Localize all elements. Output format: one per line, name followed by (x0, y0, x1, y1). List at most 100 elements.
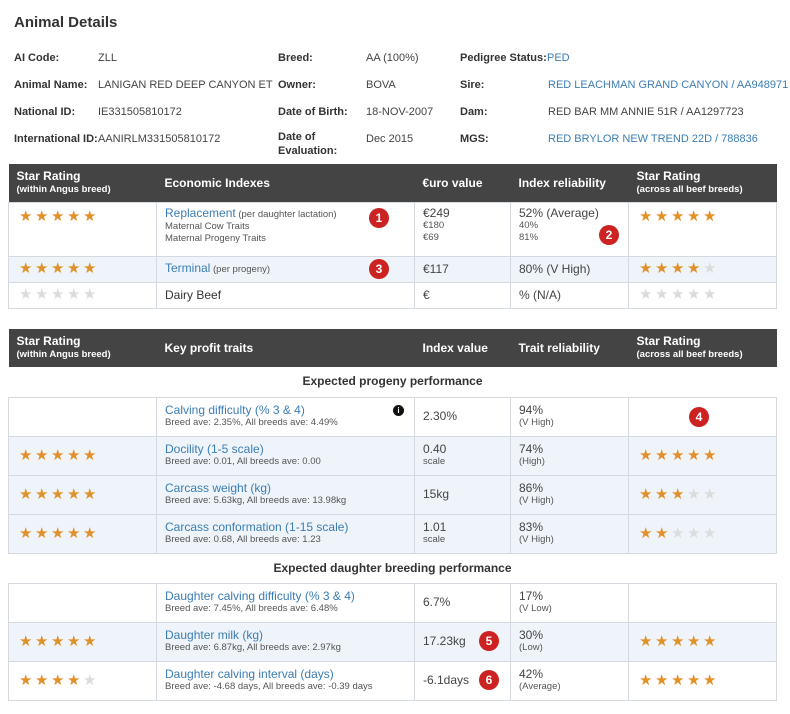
star-icon: ★ (83, 286, 97, 303)
star-icon: ★ (51, 632, 65, 650)
star-icon: ★ (655, 632, 669, 650)
traits-header-traits: Key profit traits (156, 329, 415, 367)
carcass-conformation-link[interactable]: Carcass conformation (1-15 scale) (165, 520, 349, 534)
section-heading: Expected progeny performance (8, 367, 777, 397)
econ-row-dairy-beef: ★ ★ ★ ★ ★ Dairy Beef € % (N/A) ★ ★ ★ ★ ★ (8, 281, 777, 309)
star-icon: ★ (671, 207, 685, 225)
star-icon: ★ (19, 260, 33, 277)
star-icon: ★ (687, 632, 701, 650)
star-icon: ★ (19, 446, 33, 464)
trait-row-daughter-calving-interval: ★ ★ ★ ★ ★ Daughter calving interval (days) Br… (8, 660, 777, 701)
star-icon: ★ (67, 485, 81, 503)
trait-row-daughter-milk: ★ ★ ★ ★ ★ Daughter milk (kg) Breed ave: 6.87k… (8, 621, 777, 662)
doe-label-line2: Evaluation: (278, 145, 338, 157)
star-icon: ★ (687, 207, 701, 225)
star-icon: ★ (671, 671, 685, 689)
star-icon: ★ (67, 632, 81, 650)
star-icon: ★ (671, 446, 685, 464)
star-rating-within (8, 396, 157, 437)
animal-name-label: Animal Name: (14, 79, 88, 91)
calving-difficulty-link[interactable]: Calving difficulty (% 3 & 4) (165, 403, 305, 417)
star-icon: ★ (655, 260, 669, 277)
dob-label: Date of Birth: (278, 106, 348, 118)
star-icon: ★ (639, 446, 653, 464)
star-icon: ★ (83, 485, 97, 503)
ai-code-label: AI Code: (14, 52, 60, 64)
econ-header-value: €uro value (414, 164, 511, 202)
star-icon: ★ (639, 207, 653, 225)
national-id-value: IE331505810172 (98, 106, 182, 118)
star-icon: ★ (671, 632, 685, 650)
terminal-index-link[interactable]: Terminal (165, 261, 211, 275)
star-icon: ★ (35, 286, 49, 303)
star-rating-across: ★ ★ ★ ★ ★ (628, 513, 777, 554)
docility-link[interactable]: Docility (1-5 scale) (165, 442, 264, 456)
star-icon: ★ (51, 207, 65, 225)
star-icon: ★ (655, 207, 669, 225)
dairy-beef-label: Dairy Beef (156, 281, 415, 309)
daughter-calving-interval-link[interactable]: Daughter calving interval (days) (165, 667, 334, 681)
daughter-milk-link[interactable]: Daughter milk (kg) (165, 628, 264, 642)
star-rating-within: ★ ★ ★ ★ ★ (8, 255, 157, 283)
star-icon: ★ (703, 286, 717, 303)
star-rating-within: ★ ★ ★ ★ ★ (8, 281, 157, 309)
star-icon: ★ (51, 671, 65, 689)
star-icon: ★ (687, 671, 701, 689)
econ-header-indexes: Economic Indexes (156, 164, 415, 202)
star-icon: ★ (703, 260, 717, 277)
star-icon: ★ (703, 632, 717, 650)
sire-link[interactable]: RED LEACHMAN GRAND CANYON / AA948971 (548, 79, 789, 91)
star-icon: ★ (19, 671, 33, 689)
breed-label: Breed: (278, 52, 313, 64)
dob-value: 18-NOV-2007 (366, 106, 434, 118)
international-id-value: AANIRLM331505810172 (98, 133, 221, 145)
pedigree-value: PED (547, 52, 570, 64)
star-icon: ★ (703, 524, 717, 542)
carcass-weight-link[interactable]: Carcass weight (kg) (165, 481, 272, 495)
info-icon[interactable]: i (393, 405, 404, 416)
star-icon: ★ (19, 207, 33, 225)
star-icon: ★ (655, 671, 669, 689)
econ-header-row: Star Rating (within Angus breed) Economic… (8, 164, 777, 202)
star-icon: ★ (83, 260, 97, 277)
star-rating-across: ★ ★ ★ ★ ★ (628, 255, 777, 283)
traits-header-star-across: Star Rating (across all beef breeds) (628, 329, 777, 367)
national-id-label: National ID: (14, 106, 76, 118)
star-icon: ★ (67, 524, 81, 542)
star-icon: ★ (687, 446, 701, 464)
star-rating-within: ★ ★ ★ ★ ★ (8, 474, 157, 515)
star-icon: ★ (671, 286, 685, 303)
star-icon: ★ (655, 485, 669, 503)
star-icon: ★ (83, 671, 97, 689)
star-icon: ★ (703, 671, 717, 689)
star-icon: ★ (19, 286, 33, 303)
star-icon: ★ (639, 260, 653, 277)
star-icon: ★ (35, 207, 49, 225)
star-rating-within: ★ ★ ★ ★ ★ (8, 513, 157, 554)
econ-row-terminal: ★ ★ ★ ★ ★ Terminal (per progeny) 3 €117 80% … (8, 255, 777, 283)
star-icon: ★ (655, 286, 669, 303)
mgs-link[interactable]: RED BRYLOR NEW TREND 22D / 788836 (548, 133, 758, 145)
international-id-label: International ID: (14, 133, 98, 145)
star-icon: ★ (35, 524, 49, 542)
star-icon: ★ (51, 524, 65, 542)
econ-header-star-within: Star Rating (within Angus breed) (8, 164, 157, 202)
replacement-index-link[interactable]: Replacement (165, 205, 236, 220)
star-icon: ★ (51, 260, 65, 277)
star-icon: ★ (67, 446, 81, 464)
callout-badge: 5 (479, 631, 499, 651)
trait-row-calving-difficulty: Calving difficulty (% 3 & 4) Breed ave: … (8, 396, 777, 437)
star-icon: ★ (51, 446, 65, 464)
daughter-calving-difficulty-link[interactable]: Daughter calving difficulty (% 3 & 4) (165, 589, 355, 603)
key-profit-traits-table: Star Rating (within Angus breed) Key prof… (8, 329, 777, 701)
dairy-beef-value: € (414, 281, 511, 309)
owner-label: Owner: (278, 79, 316, 91)
star-icon: ★ (35, 446, 49, 464)
econ-row-replacement: ★ ★ ★ ★ ★ Replacement (per daughter lactatio… (8, 201, 777, 257)
section-heading: Expected daughter breeding performance (8, 553, 777, 583)
star-rating-within: ★ ★ ★ ★ ★ (8, 435, 157, 476)
page-title: Animal Details (14, 14, 118, 31)
star-icon: ★ (67, 286, 81, 303)
terminal-reliability: 80% (V High) (510, 255, 629, 283)
star-icon: ★ (35, 260, 49, 277)
